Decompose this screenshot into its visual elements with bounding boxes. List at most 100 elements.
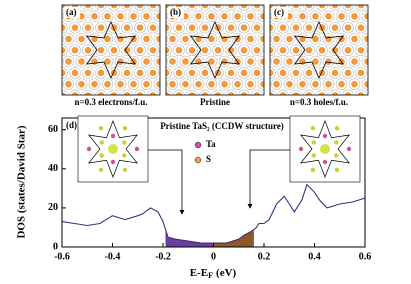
atom [292,24,300,31]
atom-ring [199,44,211,57]
atom [201,69,209,77]
atom [260,13,264,20]
atom [305,5,313,9]
atom-ring [369,22,380,33]
atom [46,47,53,54]
atom [78,35,85,43]
atom-ring [166,67,172,79]
atom [331,46,339,54]
atom-ring [127,33,140,45]
atom-ring [205,10,218,23]
inset-atom [346,146,352,152]
atom-ring [238,21,250,34]
atom [84,5,92,9]
atom [270,24,274,31]
atom [270,92,274,95]
atom [377,81,384,88]
atom-ring [238,89,250,95]
atom [305,46,313,54]
y-axis-label: DOS (states/David Star) [16,125,28,238]
inset-atom [110,133,116,139]
atom [292,5,300,9]
atom-ring [335,55,348,68]
x-axis-label: E-EF (eV) [190,267,237,280]
atom-ring [108,44,120,57]
atom [227,46,235,54]
y-tick-label: 40 [48,163,58,174]
atom [351,13,358,20]
atom [273,58,280,65]
atom-ring [322,33,335,45]
atom [240,69,248,77]
inset-atom [311,153,316,158]
atom [305,24,313,31]
atom-ring [238,5,250,11]
atom [149,92,157,95]
atom [97,5,105,9]
atom-ring [225,5,237,11]
atom-ring [225,67,237,79]
atom-ring [121,5,133,11]
atom [227,92,235,95]
atom [240,24,248,31]
inset-atom [122,140,127,145]
inset-atom [334,126,340,131]
atom-ring [134,21,146,34]
atom [253,46,261,54]
atom-ring [303,5,315,11]
atom [175,69,183,77]
panel-frame [165,4,265,96]
atom [175,46,183,54]
atom [201,5,209,9]
atom [325,80,332,88]
atom [208,58,215,65]
atom-ring [95,21,107,34]
atom [221,58,228,65]
atom [201,24,209,31]
atom-ring [114,78,127,90]
atom [357,24,365,31]
atom-ring [179,55,192,68]
atom-ring [309,55,322,68]
atom-ring [186,44,198,57]
atom [195,13,202,20]
atom [221,35,228,43]
tag-bg [168,7,184,18]
atom-ring [95,5,107,11]
atom [351,58,358,65]
atom-ring [179,78,192,90]
x-tick-label: -0.2 [155,251,171,262]
atom [110,46,118,54]
inset-atom [98,167,104,172]
atom [234,13,241,20]
atom-ring [44,90,55,101]
atom [188,69,196,77]
atom-ring [231,10,244,23]
atom-ring [186,21,198,34]
atom-ring [153,33,160,45]
x-label-main: E-E [190,267,208,279]
panel-caption: n=0.3 holes/f.u. [290,97,348,107]
legend-marker [194,156,202,164]
atom [188,24,196,31]
atom-ring [153,78,160,90]
atom [97,24,105,31]
atom-ring [244,10,257,23]
atom [214,24,222,31]
panel-caption: n=0.3 electrons/f.u. [75,97,148,107]
atom [91,80,98,88]
atom [65,58,72,65]
atom [123,46,131,54]
atom-ring [127,78,140,90]
atom [117,80,124,88]
atom-ring [251,5,263,11]
shaded-region [165,229,214,247]
atom-ring [375,11,386,22]
atom [156,58,160,65]
atom [110,24,118,31]
atom [143,58,150,65]
atom-ring [50,33,61,44]
atom-ring [205,78,218,90]
atom-ring [270,67,276,79]
atom-ring [50,11,61,22]
